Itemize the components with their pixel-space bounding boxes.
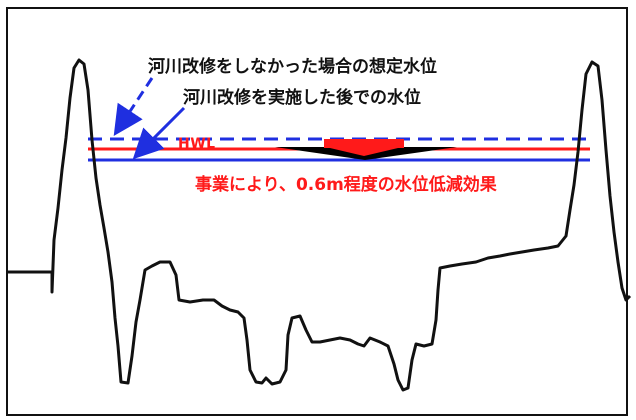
label-hwl: HWL — [178, 136, 216, 152]
label-water-level-after-improvement: 河川改修を実施した後での水位 — [183, 88, 421, 108]
label-water-level-without-improvement: 河川改修をしなかった場合の想定水位 — [148, 57, 437, 77]
water-level-reduction-marker — [275, 139, 457, 160]
arrow-solid-pointer-icon — [132, 106, 186, 160]
ground-cross-section-profile — [8, 58, 632, 392]
label-reduction-effect: 事業により、0.6m程度の水位低減効果 — [195, 175, 497, 195]
arrow-dashed-pointer-icon — [113, 77, 154, 137]
diagram-frame — [6, 7, 628, 416]
